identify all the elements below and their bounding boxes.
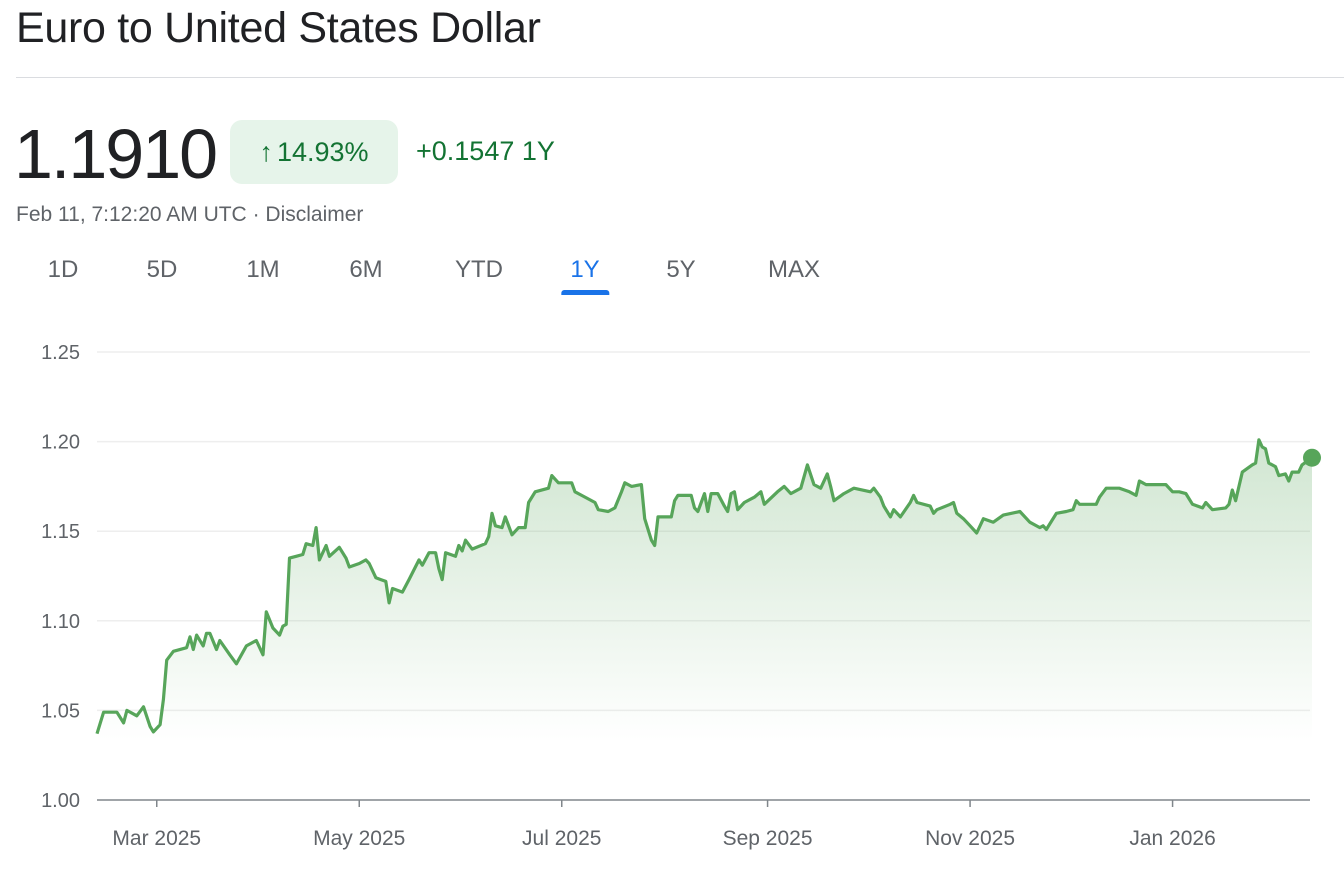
x-tick-label: Nov 2025 bbox=[925, 827, 1015, 850]
tab-ytd[interactable]: YTD bbox=[455, 256, 503, 284]
current-price-marker bbox=[1303, 448, 1321, 467]
x-tick-label: Jul 2025 bbox=[522, 827, 601, 850]
tab-label: 5Y bbox=[666, 256, 696, 283]
timestamp: Feb 11, 7:12:20 AM UTC bbox=[16, 203, 247, 226]
y-tick-label: 1.20 bbox=[41, 432, 80, 454]
tab-label: 6M bbox=[349, 256, 383, 283]
tab-5y[interactable]: 5Y bbox=[666, 256, 695, 284]
timestamp-line: Feb 11, 7:12:20 AM UTC · Disclaimer bbox=[16, 203, 363, 227]
tab-1d[interactable]: 1D bbox=[48, 256, 79, 284]
separator: · bbox=[246, 203, 266, 226]
tab-label: 5D bbox=[146, 256, 178, 283]
x-tick-label: May 2025 bbox=[313, 827, 405, 850]
arrow-up-icon: ↑ bbox=[259, 136, 273, 167]
tab-label: 1M bbox=[246, 256, 280, 283]
tab-6m[interactable]: 6M bbox=[349, 256, 382, 284]
tab-label: 1D bbox=[47, 256, 79, 283]
change-percent: 14.93% bbox=[276, 136, 369, 167]
active-underline bbox=[560, 290, 609, 295]
change-percent-badge: ↑ 14.93% bbox=[230, 120, 398, 184]
price-line bbox=[95, 438, 1313, 735]
tab-1y[interactable]: 1Y bbox=[560, 256, 609, 295]
tab-label: MAX bbox=[767, 256, 821, 283]
page-title: Euro to United States Dollar bbox=[16, 4, 541, 52]
x-tick-label: Jan 2026 bbox=[1129, 827, 1215, 850]
disclaimer-link[interactable]: Disclaimer bbox=[265, 203, 364, 226]
current-price: 1.1910 bbox=[14, 115, 218, 193]
tab-1m[interactable]: 1M bbox=[246, 256, 279, 284]
y-tick-label: 1.25 bbox=[41, 342, 80, 364]
tab-label: 1Y bbox=[570, 256, 600, 283]
y-tick-label: 1.00 bbox=[41, 790, 80, 812]
y-tick-label: 1.10 bbox=[41, 611, 80, 633]
tab-5d[interactable]: 5D bbox=[147, 256, 178, 284]
divider bbox=[16, 77, 1344, 78]
price-area-fill bbox=[97, 439, 1312, 740]
tab-max[interactable]: MAX bbox=[768, 256, 820, 284]
y-tick-label: 1.05 bbox=[41, 700, 80, 722]
tab-label: YTD bbox=[455, 256, 503, 283]
change-absolute: +0.1547 1Y bbox=[416, 136, 555, 166]
y-tick-label: 1.15 bbox=[41, 521, 80, 543]
x-tick-label: Mar 2025 bbox=[112, 827, 201, 850]
x-tick-label: Sep 2025 bbox=[723, 827, 813, 850]
